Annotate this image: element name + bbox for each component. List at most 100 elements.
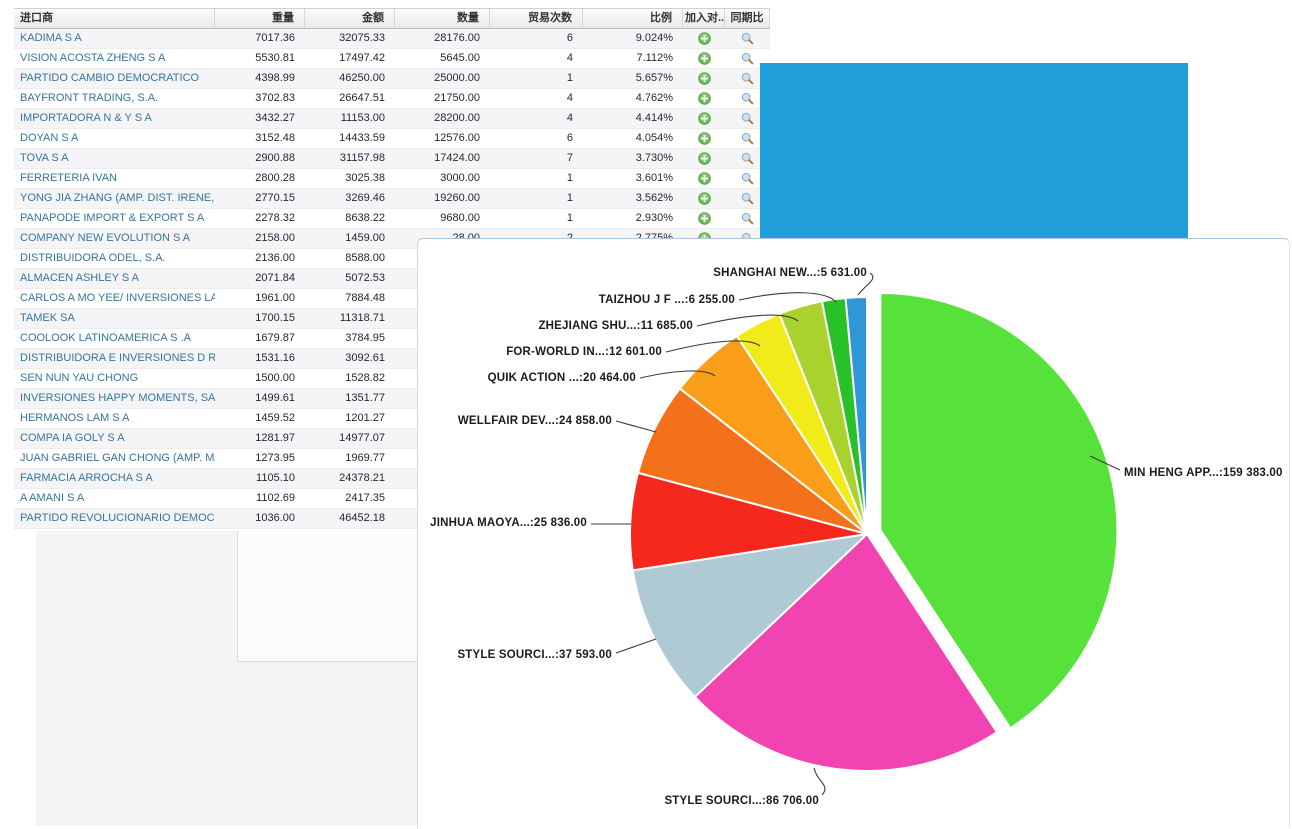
table-row[interactable]: VISION ACOSTA ZHENG S A 5530.81 17497.42 56… bbox=[14, 49, 770, 69]
cell-yoy-lookup[interactable] bbox=[725, 129, 770, 148]
pie-slice-shanghai-new-9[interactable] bbox=[844, 296, 868, 535]
table-row[interactable]: FERRETERIA IVAN 2800.28 3025.38 3000.00 1 3.6… bbox=[14, 169, 770, 189]
cell-weight: 3702.83 bbox=[255, 92, 295, 104]
add-to-compare-icon[interactable] bbox=[697, 52, 711, 65]
cell-weight: 1036.00 bbox=[255, 512, 295, 524]
pie-slice-style-sourci-1[interactable] bbox=[693, 533, 998, 772]
cell-qty: 3000.00 bbox=[440, 172, 480, 184]
add-to-compare-icon[interactable] bbox=[697, 192, 711, 205]
magnifier-icon[interactable] bbox=[741, 92, 754, 105]
column-header-add[interactable]: 加入对... bbox=[683, 9, 725, 28]
cell-amount: 1459.00 bbox=[345, 232, 385, 244]
add-to-compare-icon[interactable] bbox=[697, 32, 711, 45]
magnifier-icon[interactable] bbox=[741, 132, 754, 145]
cell-amount: 2417.35 bbox=[345, 492, 385, 504]
cell-yoy-lookup[interactable] bbox=[725, 189, 770, 208]
cell-trades: 6 bbox=[566, 32, 573, 44]
cell-weight: 3152.48 bbox=[255, 132, 295, 144]
pie-label-wellfair-dev: WELLFAIR DEV...:24 858.00 bbox=[457, 415, 612, 427]
cell-add-to-compare[interactable] bbox=[683, 129, 725, 148]
pie-leader-line bbox=[813, 767, 826, 796]
magnifier-icon[interactable] bbox=[741, 52, 754, 65]
cell-amount: 3025.38 bbox=[345, 172, 385, 184]
cell-weight: 1102.69 bbox=[256, 492, 295, 504]
cell-amount: 11153.00 bbox=[340, 112, 385, 124]
cell-ratio: 2.930% bbox=[635, 212, 673, 224]
add-to-compare-icon[interactable] bbox=[697, 72, 711, 85]
magnifier-icon[interactable] bbox=[741, 32, 754, 45]
add-to-compare-icon[interactable] bbox=[697, 212, 711, 225]
cell-weight: 4398.99 bbox=[255, 72, 295, 84]
column-header-importer[interactable]: 进口商 bbox=[14, 9, 215, 28]
column-header-amount[interactable]: 金额 bbox=[305, 9, 395, 28]
table-row[interactable]: PARTIDO CAMBIO DEMOCRATICO 4398.99 46250.0… bbox=[14, 69, 770, 89]
cell-amount: 1969.77 bbox=[345, 452, 385, 464]
pie-leader-line bbox=[665, 340, 761, 353]
cell-add-to-compare[interactable] bbox=[683, 189, 725, 208]
cell-weight: 2071.84 bbox=[255, 272, 295, 284]
add-to-compare-icon[interactable] bbox=[697, 132, 711, 145]
cell-add-to-compare[interactable] bbox=[683, 49, 725, 68]
cell-yoy-lookup[interactable] bbox=[725, 209, 770, 228]
cell-importer: PARTIDO CAMBIO DEMOCRATICO bbox=[20, 72, 200, 84]
table-row[interactable]: PANAPODE IMPORT & EXPORT S A 2278.32 8638.… bbox=[14, 209, 770, 229]
cell-add-to-compare[interactable] bbox=[683, 69, 725, 88]
add-to-compare-icon[interactable] bbox=[697, 92, 711, 105]
cell-importer: DOYAN S A bbox=[20, 132, 79, 144]
pie-slice-min-heng-app-0[interactable] bbox=[879, 291, 1119, 730]
pie-leader-line bbox=[857, 272, 874, 296]
cell-add-to-compare[interactable] bbox=[683, 89, 725, 108]
pie-label-min-heng-app: MIN HENG APP...:159 383.00 bbox=[1124, 467, 1283, 479]
cell-weight: 1531.16 bbox=[255, 352, 295, 364]
cell-yoy-lookup[interactable] bbox=[725, 29, 770, 48]
pie-leader-line bbox=[696, 314, 799, 327]
cell-importer: COOLOOK LATINOAMERICA S .A bbox=[20, 332, 191, 344]
table-row[interactable]: YONG JIA ZHANG (AMP. DIST. IRENE, S... 27… bbox=[14, 189, 770, 209]
cell-ratio: 4.054% bbox=[635, 132, 673, 144]
cell-amount: 46250.00 bbox=[339, 72, 385, 84]
pie-slice-style-sourci-2[interactable] bbox=[631, 533, 868, 698]
cell-trades: 4 bbox=[566, 112, 573, 124]
cell-yoy-lookup[interactable] bbox=[725, 69, 770, 88]
pie-leader-line bbox=[615, 420, 657, 433]
magnifier-icon[interactable] bbox=[741, 152, 754, 165]
cell-importer: HERMANOS LAM S A bbox=[20, 412, 130, 424]
cell-importer: CARLOS A MO YEE/ INVERSIONES LA SI... bbox=[20, 292, 215, 304]
cell-importer: FERRETERIA IVAN bbox=[20, 172, 117, 184]
magnifier-icon[interactable] bbox=[741, 112, 754, 125]
column-header-ratio[interactable]: 比例 bbox=[583, 9, 683, 28]
cell-yoy-lookup[interactable] bbox=[725, 149, 770, 168]
cell-yoy-lookup[interactable] bbox=[725, 89, 770, 108]
magnifier-icon[interactable] bbox=[741, 192, 754, 205]
add-to-compare-icon[interactable] bbox=[697, 172, 711, 185]
cell-amount: 32075.33 bbox=[339, 32, 385, 44]
cell-yoy-lookup[interactable] bbox=[725, 49, 770, 68]
pie-label-quik-action: QUIK ACTION ...:20 464.00 bbox=[487, 372, 636, 384]
cell-yoy-lookup[interactable] bbox=[725, 169, 770, 188]
cell-add-to-compare[interactable] bbox=[683, 149, 725, 168]
column-header-qty[interactable]: 数量 bbox=[395, 9, 490, 28]
table-row[interactable]: TOVA S A 2900.88 31157.98 17424.00 7 3.730% bbox=[14, 149, 770, 169]
cell-ratio: 4.762% bbox=[635, 92, 673, 104]
cell-importer: ALMACEN ASHLEY S A bbox=[20, 272, 140, 284]
cell-add-to-compare[interactable] bbox=[683, 29, 725, 48]
magnifier-icon[interactable] bbox=[741, 172, 754, 185]
cell-add-to-compare[interactable] bbox=[683, 109, 725, 128]
column-header-trades[interactable]: 贸易次数 bbox=[490, 9, 583, 28]
cell-add-to-compare[interactable] bbox=[683, 169, 725, 188]
column-header-yoy[interactable]: 同期比 bbox=[725, 9, 770, 28]
table-row[interactable]: BAYFRONT TRADING, S.A. 3702.83 26647.51 217… bbox=[14, 89, 770, 109]
cell-amount: 14977.07 bbox=[339, 432, 385, 444]
cell-add-to-compare[interactable] bbox=[683, 209, 725, 228]
pie-label-style-sourci: STYLE SOURCI...:37 593.00 bbox=[457, 649, 612, 661]
magnifier-icon[interactable] bbox=[741, 212, 754, 225]
table-row[interactable]: KADIMA S A 7017.36 32075.33 28176.00 6 9.024% bbox=[14, 29, 770, 49]
column-header-weight[interactable]: 重量 bbox=[215, 9, 305, 28]
table-row[interactable]: IMPORTADORA N & Y S A 3432.27 11153.00 2820… bbox=[14, 109, 770, 129]
cell-yoy-lookup[interactable] bbox=[725, 109, 770, 128]
table-row[interactable]: DOYAN S A 3152.48 14433.59 12576.00 6 4.054% bbox=[14, 129, 770, 149]
add-to-compare-icon[interactable] bbox=[697, 112, 711, 125]
add-to-compare-icon[interactable] bbox=[697, 152, 711, 165]
cell-weight: 2278.32 bbox=[255, 212, 295, 224]
magnifier-icon[interactable] bbox=[741, 72, 754, 85]
